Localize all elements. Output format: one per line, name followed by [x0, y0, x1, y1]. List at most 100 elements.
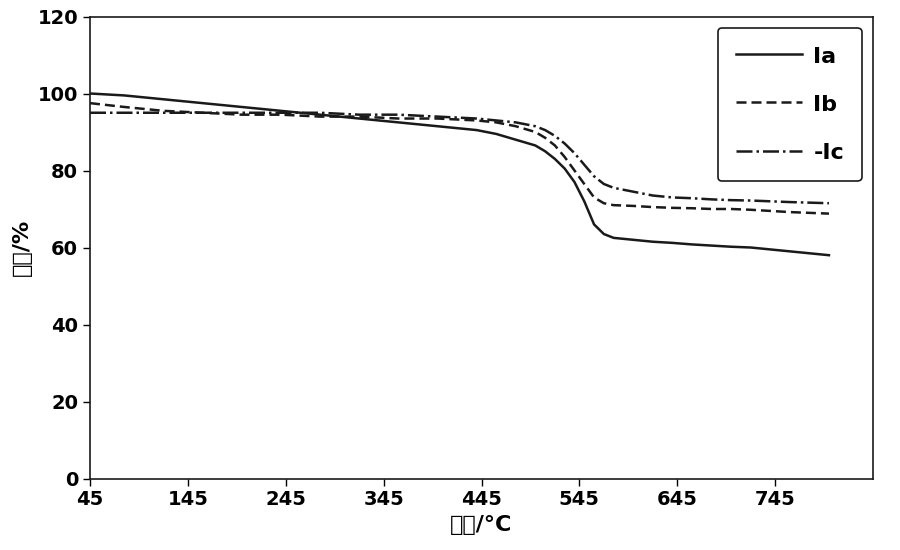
Ia [667, 240, 678, 246]
Ib [510, 123, 521, 129]
-Ic [725, 197, 736, 204]
Ia [559, 165, 570, 172]
Ia [628, 236, 639, 243]
Ia [354, 115, 364, 122]
Ia [119, 92, 130, 99]
Ib [354, 113, 364, 120]
Ia [491, 131, 501, 138]
-Ic [530, 123, 541, 129]
Ia [237, 103, 248, 110]
Ib [472, 117, 482, 124]
-Ic [158, 109, 169, 116]
Ib [824, 210, 834, 217]
X-axis label: 温度/°C: 温度/°C [450, 515, 513, 535]
-Ic [569, 150, 580, 156]
Ia [530, 142, 541, 148]
Ia [569, 179, 580, 185]
Ib [275, 111, 286, 118]
Ia [725, 244, 736, 250]
Line: -Ic: -Ic [90, 113, 829, 203]
Ia [598, 231, 609, 238]
Ib [745, 206, 756, 213]
Ib [785, 209, 796, 216]
Line: Ia: Ia [90, 94, 829, 255]
-Ic [432, 113, 443, 120]
Ib [432, 115, 443, 122]
-Ic [510, 119, 521, 126]
Ib [85, 100, 95, 107]
-Ic [687, 195, 698, 201]
-Ic [579, 162, 590, 168]
Ia [85, 90, 95, 97]
-Ic [628, 188, 639, 195]
Ib [569, 167, 580, 174]
Ia [197, 100, 208, 107]
-Ic [197, 109, 208, 116]
-Ic [540, 126, 551, 133]
Ib [491, 119, 501, 126]
-Ic [745, 197, 756, 204]
Ib [687, 205, 698, 212]
Ib [706, 206, 717, 212]
Ib [315, 113, 326, 120]
Ia [687, 241, 698, 248]
Ib [765, 208, 776, 214]
Ib [119, 103, 130, 110]
-Ic [237, 109, 248, 116]
Ia [765, 246, 776, 252]
Ia [745, 244, 756, 251]
Ia [824, 252, 834, 258]
Legend: Ia, Ib, -Ic: Ia, Ib, -Ic [718, 28, 862, 181]
-Ic [608, 185, 619, 191]
Ib [540, 134, 551, 141]
-Ic [491, 117, 501, 124]
Ia [608, 234, 619, 241]
Ib [608, 202, 619, 208]
Ib [628, 202, 639, 209]
-Ic [785, 199, 796, 205]
Ib [647, 204, 658, 210]
-Ic [824, 200, 834, 206]
-Ic [354, 111, 364, 118]
-Ic [85, 109, 95, 116]
Ib [393, 115, 404, 122]
Ib [725, 206, 736, 212]
Ib [197, 109, 208, 116]
Ia [647, 239, 658, 245]
Ib [530, 129, 541, 135]
Ib [598, 200, 609, 206]
-Ic [706, 196, 717, 203]
-Ic [315, 109, 326, 116]
Ia [706, 242, 717, 249]
Ib [667, 205, 678, 211]
Ia [589, 221, 599, 228]
Ib [158, 108, 169, 114]
Ia [550, 156, 561, 162]
Ib [550, 142, 561, 148]
Ib [237, 111, 248, 118]
Ia [540, 148, 551, 155]
-Ic [667, 194, 678, 201]
-Ic [765, 198, 776, 205]
-Ic [559, 140, 570, 147]
Ib [589, 194, 599, 201]
Ia [275, 108, 286, 114]
-Ic [393, 111, 404, 118]
-Ic [647, 192, 658, 199]
Ib [579, 180, 590, 187]
Ia [472, 126, 482, 133]
-Ic [119, 109, 130, 116]
Ia [393, 119, 404, 126]
Y-axis label: 比例/%: 比例/% [12, 219, 32, 276]
Ia [579, 198, 590, 205]
-Ic [275, 109, 286, 116]
-Ic [598, 180, 609, 187]
Line: Ib: Ib [90, 103, 829, 213]
Ia [510, 136, 521, 143]
Ib [559, 153, 570, 161]
Ia [785, 248, 796, 255]
Ia [315, 111, 326, 118]
Ia [158, 96, 169, 102]
-Ic [550, 133, 561, 139]
-Ic [589, 173, 599, 179]
